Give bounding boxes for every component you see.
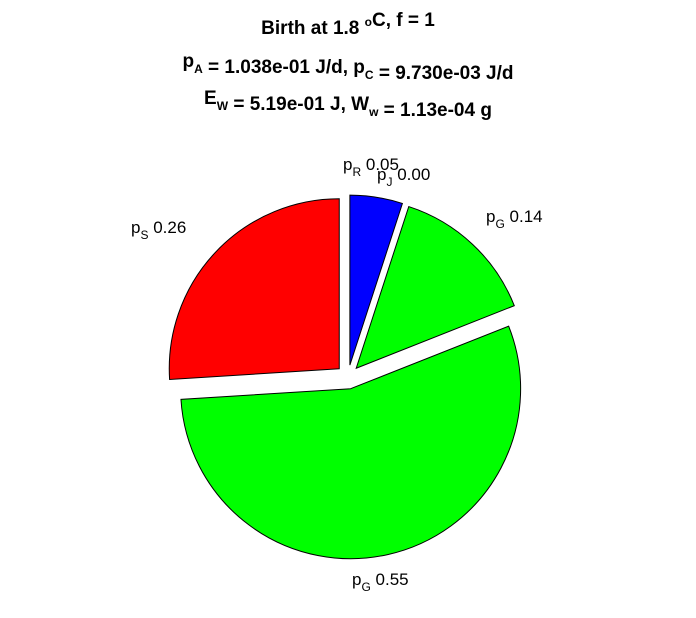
title-part: W xyxy=(217,99,229,113)
slice-label-ps-3: pS 0.26 xyxy=(131,218,186,242)
chart-title: Birth at 1.8 oC, f = 1 pA = 1.038e-01 J/d… xyxy=(182,10,513,121)
title-part: = 9.730e-03 J/d xyxy=(374,63,514,84)
title-part: = 1.038e-01 J/d, p xyxy=(203,57,365,78)
title-part: C xyxy=(365,68,374,82)
slice-labels: pR 0.05 pG 0.14 pG 0.55 pS 0.26 pJ 0.00 xyxy=(131,155,543,594)
pie-slice-pg-1 xyxy=(355,205,515,370)
title-part: A xyxy=(194,62,203,76)
title-part: w xyxy=(368,105,379,119)
title-part: E xyxy=(204,88,217,109)
title-part: p xyxy=(182,51,194,72)
pie-slices xyxy=(168,194,522,560)
pie-slice-pr-0 xyxy=(349,194,404,366)
slice-label-pg-1: pG 0.14 xyxy=(486,207,543,231)
title-line-3: EW = 5.19e-01 J, Ww = 1.13e-04 g xyxy=(204,88,492,121)
pie-slice-ps-3 xyxy=(168,198,340,380)
title-part: C, f = 1 xyxy=(372,10,435,31)
pie-slice-pg-2 xyxy=(180,325,522,560)
title-line-1: Birth at 1.8 oC, f = 1 xyxy=(261,10,435,39)
title-part: = 5.19e-01 J, W xyxy=(228,94,369,115)
title-part: = 1.13e-04 g xyxy=(378,100,492,121)
title-part: Birth at 1.8 xyxy=(261,18,364,39)
slice-label-pj-4: pJ 0.00 xyxy=(377,165,430,189)
slice-label-pr-0: pR 0.05 xyxy=(343,155,399,179)
slice-label-pg-2: pG 0.55 xyxy=(352,570,409,594)
title-line-2: pA = 1.038e-01 J/d, pC = 9.730e-03 J/d xyxy=(182,51,513,84)
title-part: o xyxy=(365,15,372,29)
